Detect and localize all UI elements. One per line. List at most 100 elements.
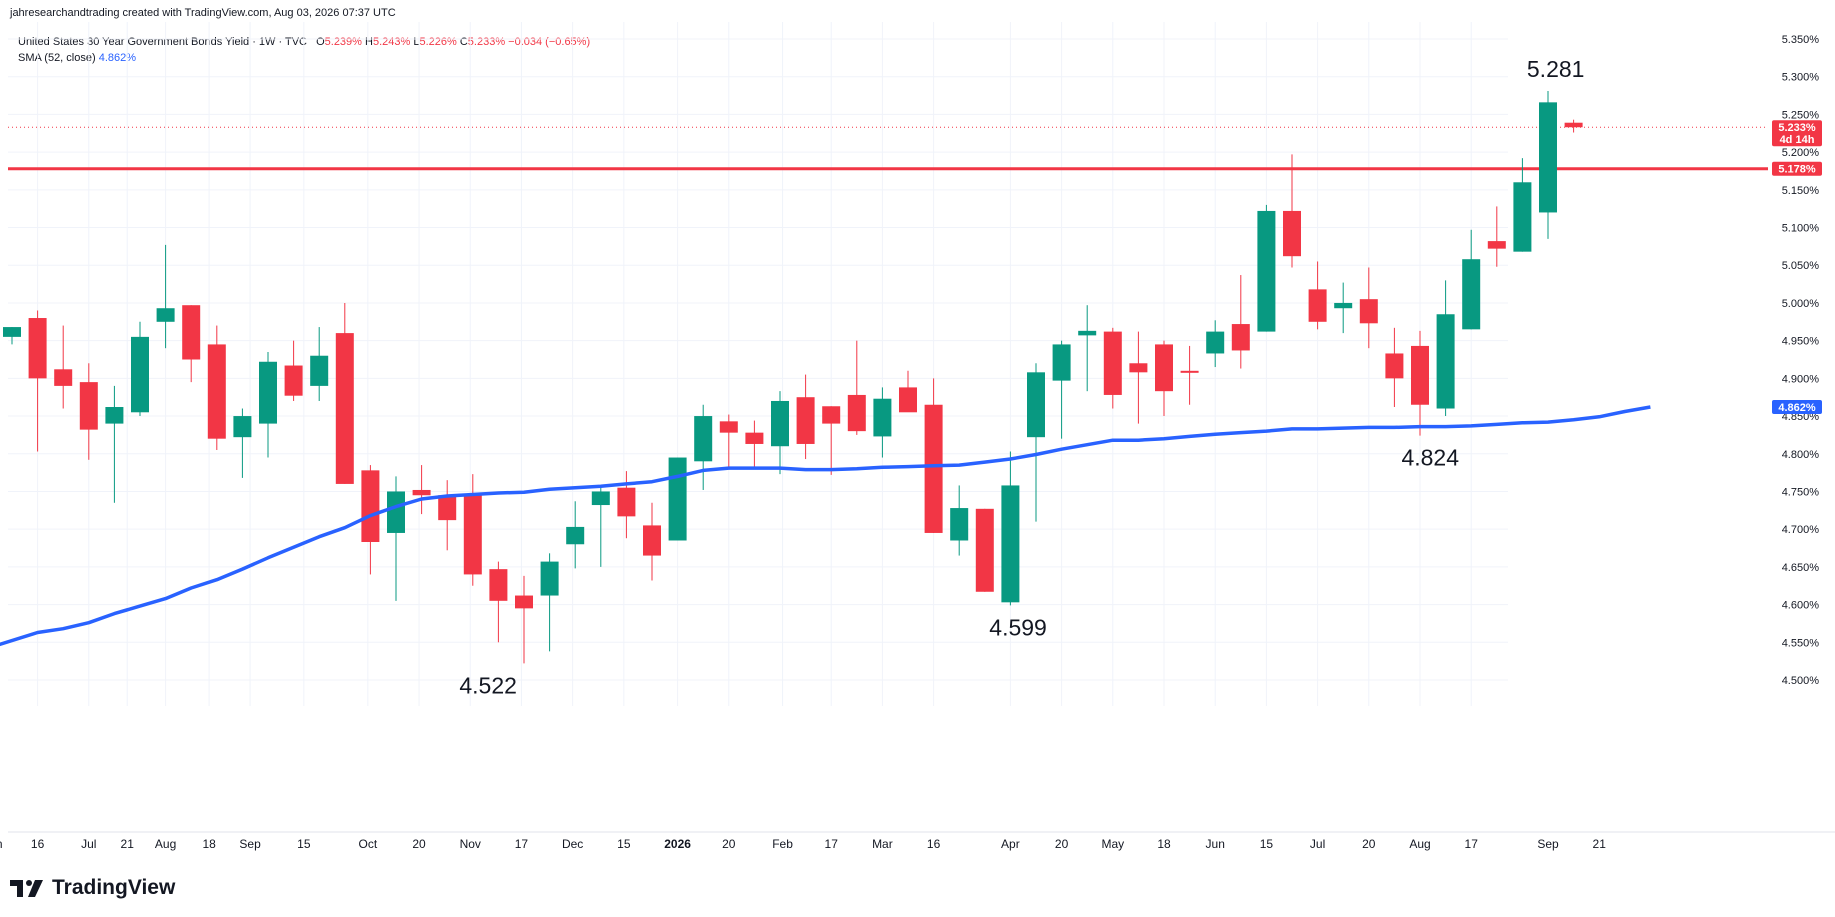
candle-body-down [28,318,47,379]
candle [540,553,559,652]
candle-body-up [1513,182,1532,252]
candle [1231,275,1250,369]
candle-body-down [822,406,841,424]
candle [796,374,815,460]
resistance-tag-bg [1772,161,1822,176]
y-tick-label: 5.250% [1782,109,1820,121]
x-tick-label: Aug [1409,837,1430,851]
x-tick-label: Jun [1206,837,1225,851]
candle-body-up [310,355,329,386]
last-price-tag-countdown: 4d 14h [1780,134,1815,146]
candle [182,305,201,383]
last-price-tag-text: 5.233% [1778,122,1816,134]
x-tick-label: 18 [202,837,216,851]
x-tick-label: Feb [772,837,793,851]
candle [3,327,21,345]
candle-body-up [156,308,175,322]
candle-body-down [975,508,994,592]
candle [1257,204,1276,332]
candle-body-up [1539,102,1557,213]
x-tick-label: 20 [722,837,736,851]
x-tick-label: Mar [872,837,893,851]
candle [847,340,866,435]
candle-body-up [694,416,713,462]
candle-body-down [1385,353,1404,379]
candle [1308,261,1327,330]
annotation-label: 5.281 [1527,56,1585,82]
x-tick-label: Sep [1537,837,1559,851]
x-tick-label: 17 [1465,837,1479,851]
candle [54,325,73,409]
y-tick-label: 5.350% [1782,34,1820,46]
x-tick-label: Sep [239,837,261,851]
time-axis[interactable]: n 16 Jul 21 Aug 18 Sep 15 Oct 20 Nov 17 Dec 15 2026 20 F… [0,837,1606,851]
candle [1487,206,1506,267]
candle [259,351,277,458]
candle-body-up [3,327,21,337]
x-tick-label: May [1101,837,1124,851]
candle-body-down [489,569,508,601]
candle-body-up [771,400,789,447]
candle [873,387,892,458]
x-tick-label: 21 [121,837,135,851]
y-tick-label: 4.950% [1782,336,1820,348]
x-tick-label: 17 [515,837,529,851]
annotations: 5.281 4.824 4.599 4.522 [459,56,1584,698]
candle-body-up [540,561,559,596]
y-tick-label: 4.600% [1782,600,1820,612]
candle-body-down [1231,324,1250,351]
annotation-label: 4.522 [459,672,517,698]
x-tick-label: 20 [412,837,426,851]
sma-line-path[interactable] [0,405,1651,647]
candle-body-up [1462,259,1481,330]
candle [591,487,610,567]
candle [1001,451,1020,606]
candle-body-down [412,489,431,496]
candle [822,406,841,475]
candle [1129,331,1148,424]
sma-tag-text: 4.862% [1778,402,1816,414]
candle-body-up [1257,210,1276,332]
chart-created-line: jahresearchandtrading created with Tradi… [10,7,396,19]
candle-body-down [1411,345,1429,405]
candle [105,385,124,503]
price-tags: 5.233%4d 14h 5.178% 4.862% [1772,120,1822,415]
candle-body-down [617,487,636,517]
candle [1103,327,1122,409]
x-tick-label: Jul [1310,837,1325,851]
candle-body-down [1283,210,1301,257]
candle [1513,158,1532,252]
candle [1052,340,1071,439]
candle-body-down [796,397,815,444]
candle [975,508,994,592]
y-tick-label: 4.800% [1782,449,1820,461]
candle [1564,119,1583,133]
candle-body-up [591,491,610,506]
candle [1078,305,1097,392]
candle [233,408,252,478]
candle [745,420,764,468]
candle-body-up [950,508,969,541]
candle-body-down [79,382,98,430]
candle [1411,330,1429,436]
candle [156,244,175,349]
y-tick-label: 5.100% [1782,223,1820,235]
sma-line[interactable] [0,405,1651,647]
price-axis[interactable]: 4.500% 4.550% 4.600% 4.650% 4.700% 4.750% 4.80… [1782,34,1820,687]
candle-body-up [1436,314,1455,409]
candle [387,476,405,601]
x-tick-label: 18 [1157,837,1171,851]
candle-body-up [233,416,252,438]
candle [284,340,303,401]
candle-body-down [1564,122,1583,128]
candle-body-up [105,407,124,424]
candle-body-down [463,495,482,575]
candle-body-down [54,369,73,386]
x-tick-label: 16 [31,837,45,851]
tradingview-logo[interactable]: TradingView [10,876,175,900]
y-tick-label: 5.050% [1782,260,1820,272]
candle [463,474,482,586]
candle [489,561,508,643]
candle [950,485,969,556]
